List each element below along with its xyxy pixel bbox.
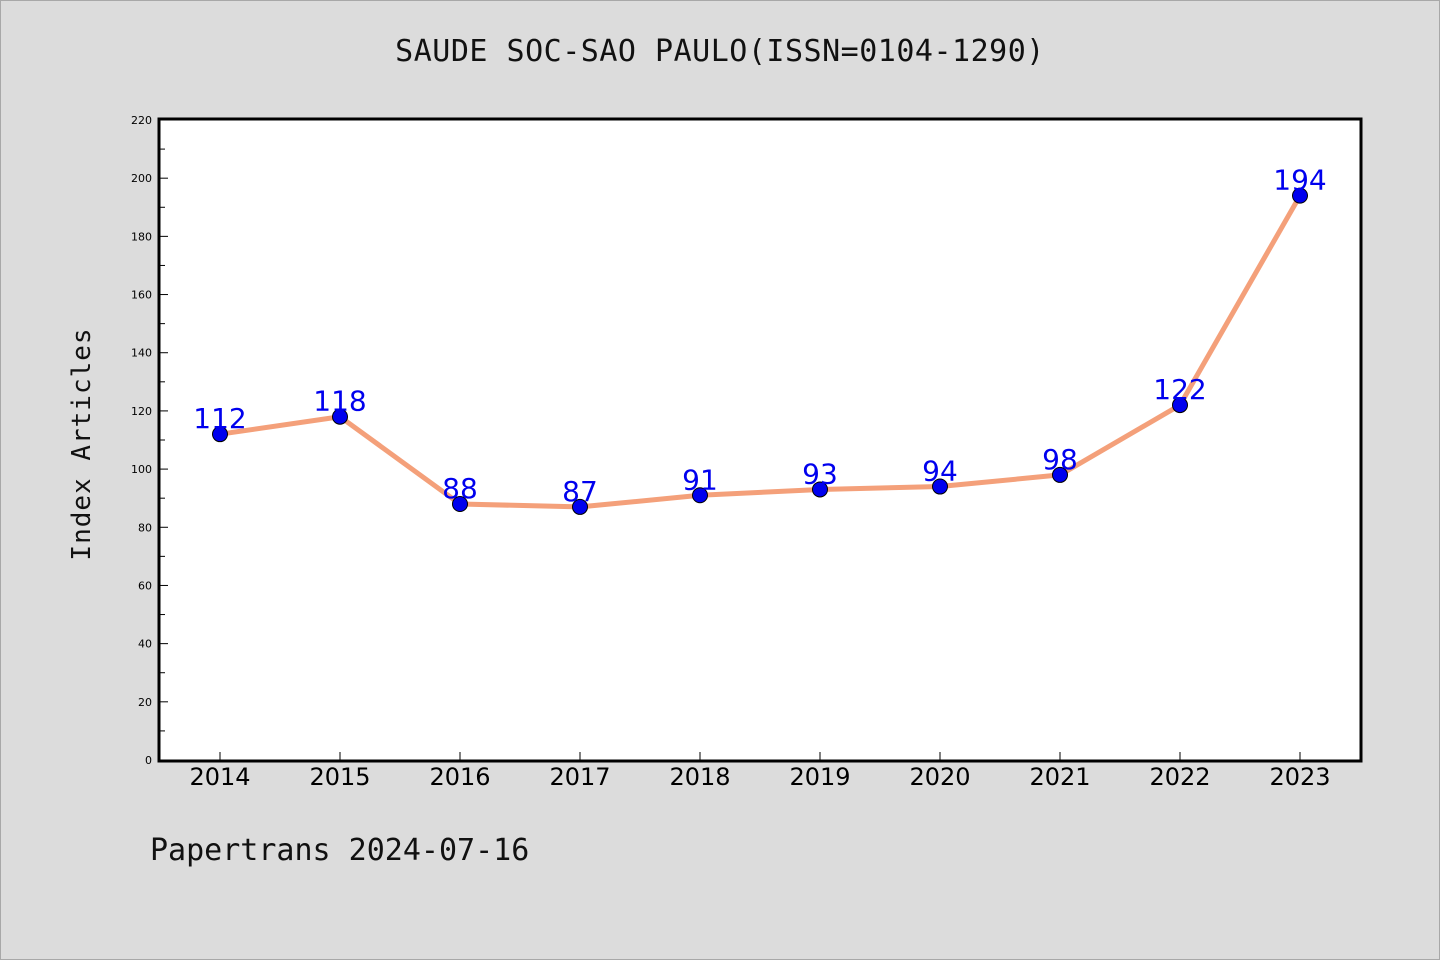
data-point bbox=[212, 426, 228, 443]
y-tick-label: 180 bbox=[131, 230, 152, 243]
x-tick-label: 2019 bbox=[789, 763, 850, 791]
x-tick-label: 2021 bbox=[1029, 763, 1090, 791]
data-label: 94 bbox=[922, 455, 958, 488]
data-label: 112 bbox=[193, 402, 246, 435]
plot-area bbox=[157, 117, 1363, 763]
x-tick-label: 2015 bbox=[309, 763, 370, 791]
data-point bbox=[332, 408, 348, 425]
data-label: 91 bbox=[682, 463, 718, 496]
y-tick-label: 140 bbox=[131, 347, 152, 360]
x-tick-label: 2023 bbox=[1269, 763, 1330, 791]
data-point bbox=[812, 481, 828, 498]
data-label: 98 bbox=[1042, 443, 1078, 476]
y-tick-label: 160 bbox=[131, 289, 152, 302]
x-tick-label: 2016 bbox=[429, 763, 490, 791]
data-label: 87 bbox=[562, 475, 598, 508]
data-label: 93 bbox=[802, 457, 838, 490]
y-tick-label: 60 bbox=[138, 579, 152, 592]
chart-title: SAUDE SOC-SAO PAULO(ISSN=0104-1290) bbox=[395, 34, 1045, 69]
x-axis-ticks: 2014 2015 2016 2017 2018 2019 2020 2021 2022 2023 bbox=[189, 752, 1331, 791]
data-point bbox=[572, 498, 588, 515]
series-line bbox=[219, 194, 1303, 510]
y-tick-label: 40 bbox=[138, 638, 152, 651]
y-tick-label: 100 bbox=[131, 463, 152, 476]
x-tick-label: 2014 bbox=[189, 763, 250, 791]
y-tick-label: 80 bbox=[138, 521, 152, 534]
data-point bbox=[1172, 397, 1188, 414]
data-point bbox=[932, 478, 948, 495]
y-tick-label: 0 bbox=[145, 754, 152, 767]
x-tick-label: 2017 bbox=[549, 763, 610, 791]
x-tick-label: 2018 bbox=[669, 763, 730, 791]
data-label: 118 bbox=[313, 385, 366, 418]
x-tick-label: 2022 bbox=[1149, 763, 1210, 791]
data-point bbox=[692, 487, 708, 504]
x-tick-label: 2020 bbox=[909, 763, 970, 791]
data-point bbox=[1052, 466, 1068, 483]
data-labels-group: 112 118 88 87 91 93 94 98 122 194 bbox=[193, 164, 1326, 508]
data-label: 88 bbox=[442, 472, 478, 505]
data-label: 194 bbox=[1273, 164, 1326, 197]
footer-credit: Papertrans 2024-07-16 bbox=[150, 833, 530, 868]
data-point bbox=[1292, 187, 1308, 204]
data-point bbox=[452, 496, 468, 512]
y-tick-label: 120 bbox=[131, 405, 152, 418]
y-tick-label: 20 bbox=[138, 696, 152, 709]
y-axis-ticks: 0 20 40 60 80 100 120 140 160 180 200 220 bbox=[131, 114, 168, 767]
series-group bbox=[212, 187, 1308, 515]
y-tick-label: 220 bbox=[131, 114, 152, 127]
y-tick-label: 200 bbox=[131, 172, 152, 185]
data-label: 122 bbox=[1153, 373, 1206, 406]
y-axis-label: Index Articles bbox=[67, 327, 97, 560]
